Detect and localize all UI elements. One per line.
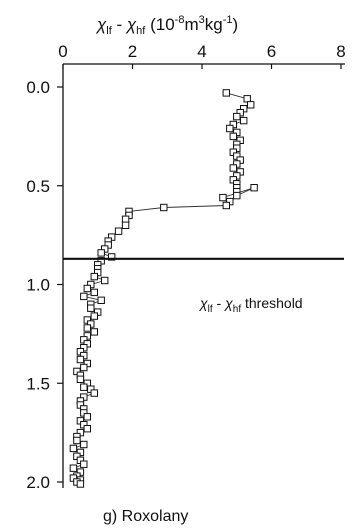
data-point [250, 184, 258, 192]
svg-text:χlf - χhf threshold: χlf - χhf threshold [198, 295, 303, 315]
chart-caption: g) Roxolany [103, 508, 188, 525]
data-point [229, 132, 238, 141]
data-points [69, 89, 258, 488]
data-point [83, 413, 91, 421]
data-point [80, 383, 88, 391]
data-point [69, 444, 78, 453]
threshold-label: χlf - χhf threshold [198, 295, 303, 315]
y-axis: 0.0 0.5 1.0 1.5 2.0 [26, 78, 63, 492]
data-point [101, 276, 109, 285]
y-tick-label: 0.0 [26, 78, 50, 97]
series-line [72, 92, 255, 485]
data-point [83, 284, 91, 293]
x-tick-label: 8 [336, 42, 345, 61]
data-point [222, 89, 231, 97]
data-point [222, 201, 231, 210]
data-point [80, 292, 88, 301]
data-point [233, 191, 241, 200]
y-tick-label: 2.0 [26, 473, 50, 492]
data-point [90, 288, 98, 297]
data-point [108, 253, 116, 261]
data-point [247, 101, 255, 109]
data-point [240, 116, 248, 125]
data-point [121, 215, 130, 224]
data-point [87, 304, 95, 312]
data-point [90, 389, 98, 397]
data-point [76, 355, 85, 364]
data-point [97, 296, 105, 305]
x-tick-label: 2 [128, 42, 137, 61]
x-tick-label: 4 [197, 42, 206, 61]
data-point [69, 464, 78, 472]
data-point [219, 193, 227, 202]
y-tick-label: 1.5 [26, 374, 50, 393]
x-axis-title: χlf - χhf (10-8m3kg-1) [95, 14, 238, 37]
data-point [229, 164, 238, 172]
data-point [83, 425, 91, 433]
data-point [160, 203, 168, 212]
x-tick-label: 0 [58, 42, 67, 61]
x-tick-label: 6 [267, 42, 276, 61]
data-point [73, 436, 81, 445]
data-point [243, 95, 251, 103]
data-point [226, 124, 234, 133]
data-point [76, 480, 85, 488]
x-axis: 0 2 4 6 8 [58, 42, 346, 69]
data-point [233, 112, 241, 121]
data-point [80, 440, 88, 449]
data-point [76, 375, 85, 384]
data-point [114, 227, 123, 235]
y-tick-label: 0.5 [26, 177, 50, 196]
data-point [80, 363, 88, 372]
data-point [90, 328, 98, 336]
data-point [90, 272, 98, 281]
data-point [97, 249, 105, 257]
data-point [90, 312, 98, 320]
svg-text:χlf - χhf (10-8m3kg-1): χlf - χhf (10-8m3kg-1) [95, 14, 238, 37]
data-point [83, 324, 91, 332]
data-point [80, 460, 88, 468]
y-tick-label: 1.0 [26, 276, 50, 295]
data-point [121, 221, 130, 230]
